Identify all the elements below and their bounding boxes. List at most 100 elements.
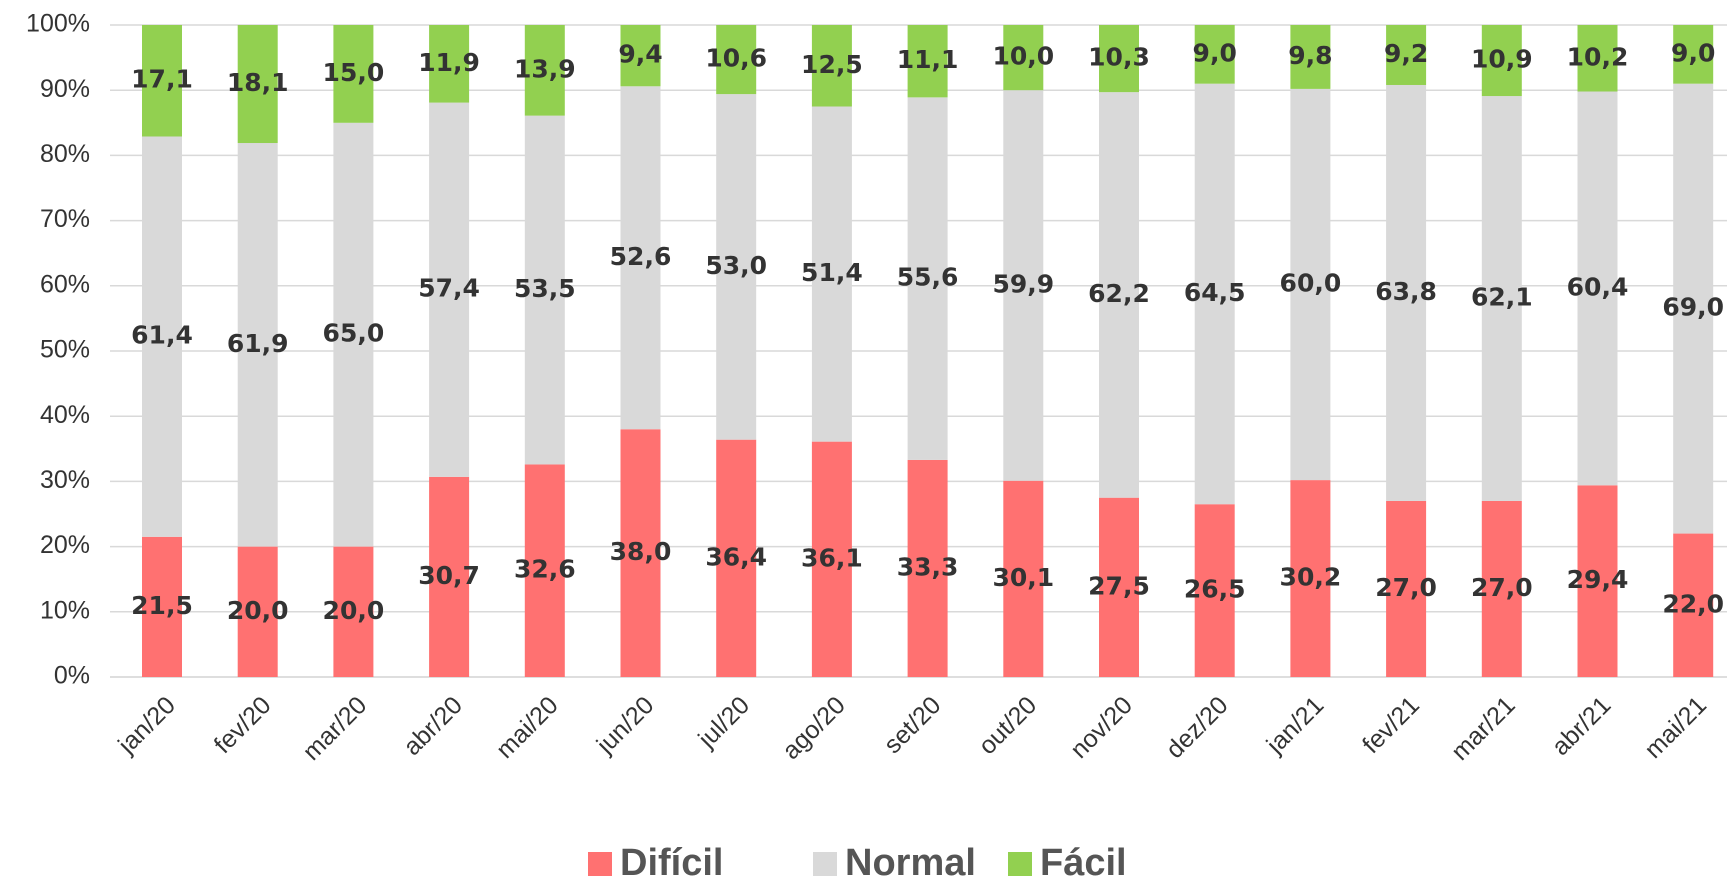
x-tick-label: mar/20 bbox=[297, 691, 372, 766]
value-label: 11,1 bbox=[897, 45, 959, 74]
bar-segment bbox=[333, 546, 374, 677]
x-tick-label: mai/21 bbox=[1639, 691, 1712, 764]
y-tick-label: 80% bbox=[40, 140, 90, 168]
x-tick-label: dez/20 bbox=[1161, 691, 1234, 764]
x-tick-label: nov/20 bbox=[1065, 691, 1138, 764]
bar-segment bbox=[1194, 504, 1235, 677]
bar-segment bbox=[1577, 485, 1618, 677]
bar-segment bbox=[811, 106, 852, 442]
bar-segment bbox=[1481, 500, 1522, 677]
value-label: 59,9 bbox=[992, 269, 1054, 298]
x-tick-label: abr/21 bbox=[1546, 691, 1616, 761]
bar-segment bbox=[1099, 497, 1139, 677]
value-label: 52,6 bbox=[610, 242, 672, 271]
value-label: 36,1 bbox=[801, 543, 863, 572]
bar-segment bbox=[620, 429, 661, 677]
value-label: 62,1 bbox=[1471, 283, 1533, 312]
bar-segment bbox=[1194, 25, 1235, 84]
legend-label: Fácil bbox=[1040, 842, 1127, 882]
value-label: 20,0 bbox=[227, 596, 289, 625]
bar-segment bbox=[429, 476, 470, 677]
value-label: 9,4 bbox=[618, 40, 662, 69]
bar-segment bbox=[524, 115, 565, 465]
value-label: 36,4 bbox=[705, 542, 767, 571]
value-label: 26,5 bbox=[1184, 575, 1246, 604]
value-label: 10,0 bbox=[992, 42, 1054, 71]
value-label: 53,0 bbox=[705, 251, 767, 280]
bar-segment bbox=[142, 536, 182, 677]
x-tick-label: jan/20 bbox=[112, 691, 181, 760]
x-tick-label: abr/20 bbox=[398, 691, 468, 761]
value-label: 65,0 bbox=[323, 319, 385, 348]
bar-segment bbox=[907, 97, 948, 460]
value-label: 10,3 bbox=[1088, 43, 1150, 72]
value-label: 30,7 bbox=[418, 561, 480, 590]
bar-segment bbox=[1577, 91, 1618, 486]
value-label: 61,9 bbox=[227, 329, 289, 358]
x-tick-label: jun/20 bbox=[591, 691, 660, 760]
value-label: 11,9 bbox=[418, 48, 480, 77]
bar-segment bbox=[811, 441, 852, 677]
bar-segment bbox=[716, 439, 757, 677]
bar-segment bbox=[524, 25, 565, 116]
value-label: 9,0 bbox=[1671, 38, 1715, 67]
value-label: 27,0 bbox=[1471, 573, 1533, 602]
value-label: 38,0 bbox=[610, 537, 672, 566]
bar-segment bbox=[142, 25, 182, 137]
bar-segment bbox=[1099, 25, 1139, 93]
value-label: 63,8 bbox=[1375, 277, 1437, 306]
legend-label: Normal bbox=[845, 842, 976, 882]
bar-segment bbox=[237, 546, 278, 677]
bar-segment bbox=[907, 25, 948, 98]
bar-segment bbox=[1386, 84, 1427, 501]
bar-segment bbox=[716, 94, 757, 440]
y-tick-label: 40% bbox=[40, 401, 90, 429]
legend-swatch bbox=[813, 852, 837, 876]
bar-segment bbox=[1386, 25, 1427, 85]
value-label: 13,9 bbox=[514, 54, 576, 83]
value-label: 57,4 bbox=[418, 274, 480, 303]
y-tick-label: 100% bbox=[26, 10, 90, 38]
value-label: 27,5 bbox=[1088, 571, 1150, 600]
bar-segment bbox=[1481, 96, 1522, 501]
bar-segment bbox=[1673, 83, 1714, 534]
value-label: 9,2 bbox=[1384, 39, 1428, 68]
value-label: 64,5 bbox=[1184, 278, 1246, 307]
bar-segment bbox=[620, 86, 661, 430]
value-label: 20,0 bbox=[323, 596, 385, 625]
bar-segment bbox=[333, 122, 374, 547]
bar-segment bbox=[1290, 480, 1331, 677]
bar-segment bbox=[237, 143, 278, 547]
value-label: 30,1 bbox=[992, 563, 1054, 592]
value-label: 53,5 bbox=[514, 274, 576, 303]
value-label: 51,4 bbox=[801, 258, 863, 287]
legend-swatch bbox=[588, 852, 612, 876]
value-label: 60,0 bbox=[1280, 268, 1342, 297]
value-label: 33,3 bbox=[897, 552, 959, 581]
x-tick-label: fev/20 bbox=[209, 691, 277, 759]
value-label: 10,2 bbox=[1567, 42, 1629, 71]
value-label: 17,1 bbox=[131, 65, 193, 94]
bar-segment bbox=[1673, 533, 1714, 677]
value-label: 27,0 bbox=[1375, 573, 1437, 602]
value-label: 12,5 bbox=[801, 50, 863, 79]
bar-segment bbox=[907, 459, 948, 677]
bar-segment bbox=[1290, 25, 1331, 89]
bar-segment bbox=[142, 136, 182, 537]
value-label: 62,2 bbox=[1088, 279, 1150, 308]
bar-segment bbox=[1386, 500, 1427, 677]
bar-segment bbox=[1290, 88, 1331, 481]
y-tick-label: 60% bbox=[40, 270, 90, 298]
value-label: 9,0 bbox=[1193, 38, 1237, 67]
value-label: 10,9 bbox=[1471, 45, 1533, 74]
bar-segment bbox=[1003, 25, 1044, 91]
value-label: 60,4 bbox=[1567, 272, 1629, 301]
value-label: 61,4 bbox=[131, 321, 193, 350]
legend-label: Difícil bbox=[620, 842, 723, 882]
bar-segment bbox=[1003, 480, 1044, 677]
bar-segment bbox=[811, 25, 852, 107]
legend-swatch bbox=[1008, 852, 1032, 876]
bar-segment bbox=[237, 25, 278, 144]
bar-segment bbox=[716, 25, 757, 95]
